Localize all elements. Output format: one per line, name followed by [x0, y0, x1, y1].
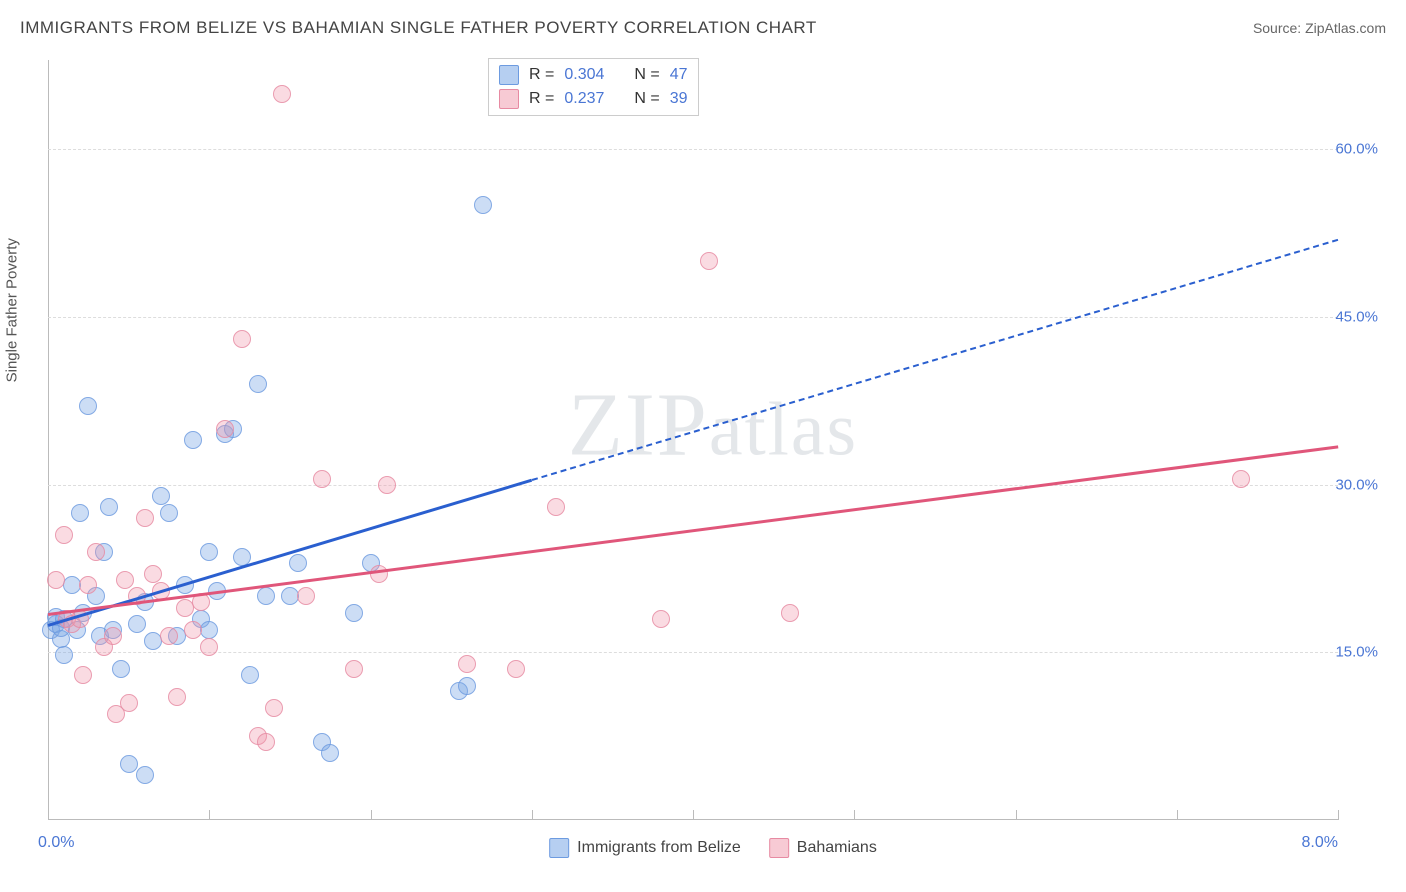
data-point — [321, 744, 339, 762]
legend-item-bahamians: Bahamians — [769, 838, 877, 858]
data-point — [136, 509, 154, 527]
data-point — [160, 627, 178, 645]
data-point — [200, 638, 218, 656]
source-attribution: Source: ZipAtlas.com — [1253, 20, 1386, 36]
data-point — [184, 431, 202, 449]
data-point — [474, 196, 492, 214]
data-point — [120, 694, 138, 712]
data-point — [168, 688, 186, 706]
x-axis-min-label: 0.0% — [38, 834, 74, 852]
chart-title: IMMIGRANTS FROM BELIZE VS BAHAMIAN SINGL… — [20, 18, 817, 38]
data-point — [249, 375, 267, 393]
data-point — [200, 621, 218, 639]
data-point — [507, 660, 525, 678]
data-point — [71, 504, 89, 522]
data-point — [136, 766, 154, 784]
trend-line-extrapolated — [531, 239, 1338, 481]
data-point — [265, 699, 283, 717]
n-label: N = — [634, 66, 659, 84]
legend-row-bahamians: R = 0.237 N = 39 — [499, 87, 688, 111]
data-point — [55, 526, 73, 544]
data-point — [700, 252, 718, 270]
data-point — [216, 420, 234, 438]
data-point — [55, 646, 73, 664]
r-value: 0.237 — [564, 90, 604, 108]
data-point — [370, 565, 388, 583]
data-point — [200, 543, 218, 561]
data-point — [297, 587, 315, 605]
plot-region: 15.0% 30.0% 45.0% 60.0% — [48, 60, 1378, 820]
r-label: R = — [529, 66, 554, 84]
data-point — [781, 604, 799, 622]
x-axis-max-label: 8.0% — [1302, 834, 1338, 852]
data-point — [116, 571, 134, 589]
data-point — [120, 755, 138, 773]
x-tick — [1016, 810, 1017, 820]
data-point — [87, 543, 105, 561]
gridline — [48, 149, 1338, 150]
chart-area: ZIPatlas 15.0%30.0%45.0%60.0% R = 0.304 … — [48, 60, 1378, 820]
n-value: 47 — [670, 66, 688, 84]
data-point — [233, 330, 251, 348]
swatch-blue — [549, 838, 569, 858]
data-point — [345, 604, 363, 622]
x-tick — [48, 810, 49, 820]
data-point — [241, 666, 259, 684]
data-point — [74, 666, 92, 684]
header: IMMIGRANTS FROM BELIZE VS BAHAMIAN SINGL… — [20, 18, 1386, 38]
gridline — [48, 317, 1338, 318]
data-point — [257, 587, 275, 605]
data-point — [652, 610, 670, 628]
data-point — [273, 85, 291, 103]
data-point — [313, 470, 331, 488]
r-label: R = — [529, 90, 554, 108]
x-tick — [1177, 810, 1178, 820]
data-point — [104, 627, 122, 645]
legend-label: Bahamians — [797, 839, 877, 857]
n-label: N = — [634, 90, 659, 108]
legend-row-belize: R = 0.304 N = 47 — [499, 63, 688, 87]
data-point — [112, 660, 130, 678]
legend-correlation: R = 0.304 N = 47 R = 0.237 N = 39 — [488, 58, 699, 116]
data-point — [345, 660, 363, 678]
data-point — [47, 571, 65, 589]
data-point — [458, 677, 476, 695]
data-point — [1232, 470, 1250, 488]
legend-series: Immigrants from Belize Bahamians — [549, 838, 877, 858]
swatch-blue — [499, 65, 519, 85]
data-point — [458, 655, 476, 673]
swatch-pink — [499, 89, 519, 109]
gridline — [48, 652, 1338, 653]
x-tick — [854, 810, 855, 820]
x-tick — [532, 810, 533, 820]
swatch-pink — [769, 838, 789, 858]
data-point — [144, 565, 162, 583]
y-tick-label: 60.0% — [1335, 141, 1378, 158]
x-tick — [371, 810, 372, 820]
y-tick-label: 15.0% — [1335, 644, 1378, 661]
data-point — [378, 476, 396, 494]
data-point — [160, 504, 178, 522]
legend-label: Immigrants from Belize — [577, 839, 741, 857]
data-point — [257, 733, 275, 751]
data-point — [152, 487, 170, 505]
trend-line — [48, 446, 1338, 616]
x-tick — [693, 810, 694, 820]
data-point — [184, 621, 202, 639]
data-point — [128, 615, 146, 633]
x-tick — [1338, 810, 1339, 820]
n-value: 39 — [670, 90, 688, 108]
data-point — [289, 554, 307, 572]
data-point — [79, 397, 97, 415]
data-point — [100, 498, 118, 516]
data-point — [79, 576, 97, 594]
r-value: 0.304 — [564, 66, 604, 84]
y-axis-label: Single Father Poverty — [4, 238, 21, 382]
x-tick — [209, 810, 210, 820]
gridline — [48, 485, 1338, 486]
legend-item-belize: Immigrants from Belize — [549, 838, 741, 858]
y-tick-label: 30.0% — [1335, 476, 1378, 493]
data-point — [547, 498, 565, 516]
y-tick-label: 45.0% — [1335, 309, 1378, 326]
